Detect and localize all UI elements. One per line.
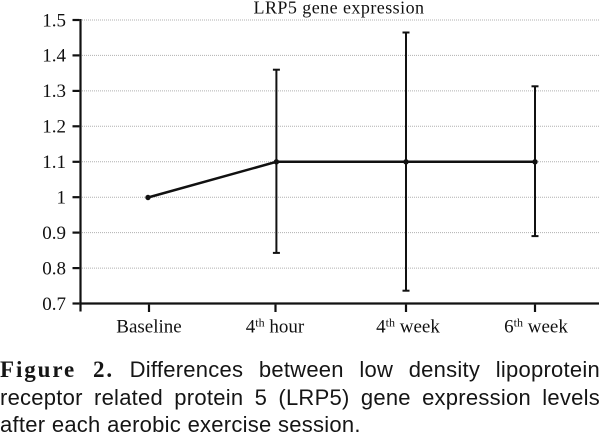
svg-text:0.7: 0.7: [42, 294, 66, 315]
svg-text:1: 1: [57, 188, 67, 209]
svg-text:6th week: 6th week: [504, 316, 568, 338]
svg-text:0.9: 0.9: [42, 223, 66, 244]
svg-text:0.8: 0.8: [42, 258, 66, 279]
svg-text:1.1: 1.1: [42, 152, 66, 173]
svg-text:LRP5 gene expression: LRP5 gene expression: [254, 0, 425, 18]
svg-text:1.3: 1.3: [42, 81, 66, 102]
svg-text:Baseline: Baseline: [116, 317, 181, 338]
svg-text:4th week: 4th week: [376, 316, 440, 338]
svg-text:1.5: 1.5: [42, 10, 66, 31]
svg-text:4th hour: 4th hour: [246, 316, 305, 338]
svg-text:1.2: 1.2: [42, 117, 66, 138]
svg-text:1.4: 1.4: [42, 46, 66, 67]
